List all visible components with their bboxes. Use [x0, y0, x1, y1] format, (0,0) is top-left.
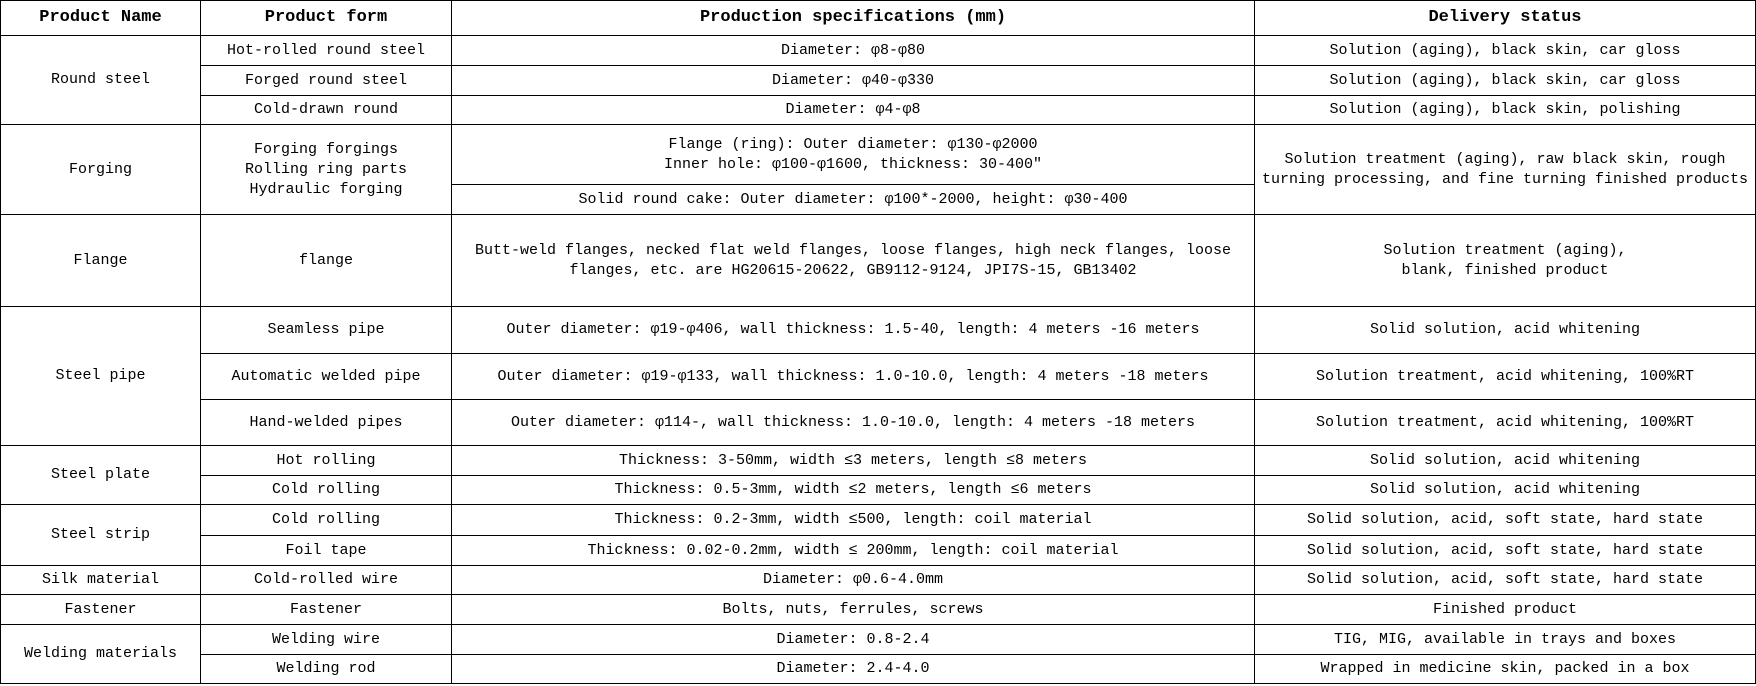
cell: Diameter: φ40-φ330 [451, 65, 1255, 96]
cell: Diameter: φ4-φ8 [451, 95, 1255, 125]
cell: Thickness: 0.02-0.2mm, width ≤ 200mm, le… [451, 535, 1255, 566]
cell: Solution treatment, acid whitening, 100%… [1254, 399, 1756, 446]
cell: Solution (aging), black skin, car gloss [1254, 65, 1756, 96]
cell: Round steel [0, 35, 201, 125]
cell: Cold-drawn round [200, 95, 452, 125]
cell: Silk material [0, 565, 201, 595]
cell: Solid solution, acid whitening [1254, 475, 1756, 505]
cell: Forged round steel [200, 65, 452, 96]
cell: Finished product [1254, 594, 1756, 625]
cell: Solid solution, acid, soft state, hard s… [1254, 535, 1756, 566]
cell: Hot-rolled round steel [200, 35, 452, 66]
header-cell: Delivery status [1254, 0, 1756, 36]
cell: Solution (aging), black skin, car gloss [1254, 35, 1756, 66]
header-cell: Product Name [0, 0, 201, 36]
cell: Cold rolling [200, 504, 452, 536]
cell: Wrapped in medicine skin, packed in a bo… [1254, 654, 1756, 684]
cell: Welding wire [200, 624, 452, 655]
cell: Steel strip [0, 504, 201, 566]
cell: Hot rolling [200, 445, 452, 476]
cell: Fastener [0, 594, 201, 625]
cell: Foil tape [200, 535, 452, 566]
cell: Diameter: 0.8-2.4 [451, 624, 1255, 655]
cell: Solution treatment, acid whitening, 100%… [1254, 353, 1756, 400]
cell: Flange [0, 214, 201, 307]
cell: Thickness: 3-50mm, width ≤3 meters, leng… [451, 445, 1255, 476]
cell: Solid round cake: Outer diameter: φ100*-… [451, 184, 1255, 215]
cell: Automatic welded pipe [200, 353, 452, 400]
cell: Welding materials [0, 624, 201, 684]
header-row: Product Name Product form Production spe… [0, 0, 1756, 36]
cell: Hand-welded pipes [200, 399, 452, 446]
cell: Forging [0, 124, 201, 215]
cell: Thickness: 0.2-3mm, width ≤500, length: … [451, 504, 1255, 536]
cell: Welding rod [200, 654, 452, 684]
cell: Solution (aging), black skin, polishing [1254, 95, 1756, 125]
cell: Cold rolling [200, 475, 452, 505]
cell: Flange (ring): Outer diameter: φ130-φ200… [451, 124, 1255, 185]
cell: Steel plate [0, 445, 201, 505]
cell: Solid solution, acid, soft state, hard s… [1254, 565, 1756, 595]
cell: Steel pipe [0, 306, 201, 446]
cell: Solid solution, acid whitening [1254, 445, 1756, 476]
cell: Solid solution, acid whitening [1254, 306, 1756, 354]
cell: Fastener [200, 594, 452, 625]
cell: Outer diameter: φ19-φ406, wall thickness… [451, 306, 1255, 354]
cell: Solution treatment (aging), raw black sk… [1254, 124, 1756, 215]
cell: flange [200, 214, 452, 307]
cell: Solution treatment (aging), blank, finis… [1254, 214, 1756, 307]
cell: Cold-rolled wire [200, 565, 452, 595]
cell: Thickness: 0.5-3mm, width ≤2 meters, len… [451, 475, 1255, 505]
header-cell: Product form [200, 0, 452, 36]
cell: Diameter: φ8-φ80 [451, 35, 1255, 66]
cell: Diameter: φ0.6-4.0mm [451, 565, 1255, 595]
cell: Bolts, nuts, ferrules, screws [451, 594, 1255, 625]
header-cell: Production specifications (mm) [451, 0, 1255, 36]
cell: Outer diameter: φ114-, wall thickness: 1… [451, 399, 1255, 446]
cell: TIG, MIG, available in trays and boxes [1254, 624, 1756, 655]
cell: Seamless pipe [200, 306, 452, 354]
cell: Diameter: 2.4-4.0 [451, 654, 1255, 684]
cell: Butt-weld flanges, necked flat weld flan… [451, 214, 1255, 307]
cell: Solid solution, acid, soft state, hard s… [1254, 504, 1756, 536]
cell: Forging forgings Rolling ring parts Hydr… [200, 124, 452, 215]
cell: Outer diameter: φ19-φ133, wall thickness… [451, 353, 1255, 400]
